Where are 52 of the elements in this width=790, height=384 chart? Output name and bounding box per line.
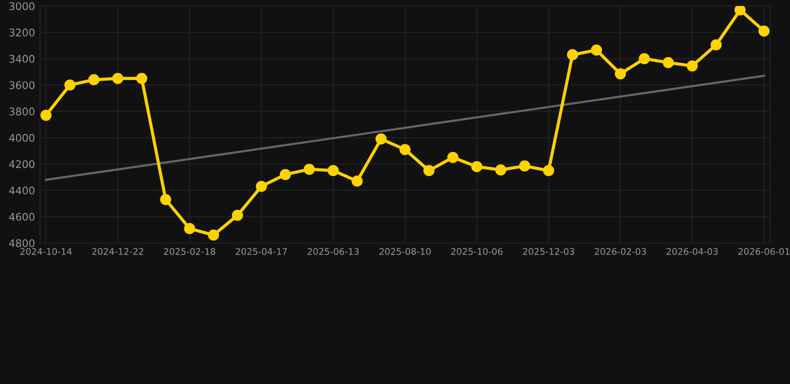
point (710, 39, 722, 50)
y-tick-label: 4400 (9, 186, 34, 194)
y-tick-label: 4200 (9, 160, 34, 168)
y-tick-label: 3600 (9, 81, 34, 90)
y-tick-label: 3200 (9, 28, 34, 36)
point (88, 74, 100, 86)
point (304, 164, 315, 175)
point (64, 79, 76, 91)
point (495, 164, 506, 176)
point (686, 60, 698, 72)
y-tick-label: 3800 (9, 108, 34, 116)
point (734, 6, 746, 16)
point (208, 230, 220, 241)
x-tick-label: 2024-10-14 (20, 248, 72, 255)
point (638, 53, 650, 64)
point (376, 133, 387, 145)
point (40, 110, 52, 121)
x-tick-label: 2025-08-10 (379, 248, 431, 255)
point (160, 194, 172, 206)
x-tick-label: 2026-04-03 (666, 248, 718, 255)
point (280, 168, 291, 180)
x-tick-label: 2025-02-18 (164, 248, 216, 255)
point (662, 57, 674, 68)
point (136, 72, 148, 84)
point (423, 165, 434, 176)
point (112, 72, 124, 84)
x-tick-label: 2026-06-01 (738, 248, 790, 255)
point (471, 161, 482, 172)
point (232, 210, 244, 221)
point (519, 160, 530, 172)
point (328, 165, 339, 176)
y-tick-label: 3400 (9, 54, 34, 63)
y-tick-label: 4000 (9, 134, 34, 142)
point (352, 176, 363, 187)
x-tick-label: 2025-04-17 (236, 248, 287, 255)
point (447, 152, 458, 163)
point (543, 165, 554, 176)
y-tick-label: 4800 (9, 239, 34, 248)
point (566, 49, 578, 60)
point (590, 44, 602, 56)
x-tick-label: 2024-12-22 (92, 248, 144, 255)
x-tick-label: 2025-06-13 (308, 248, 359, 255)
x-tick-label: 2026-02-03 (594, 248, 646, 255)
point (614, 68, 626, 80)
point (256, 180, 267, 192)
x-tick-label: 2025-12-03 (523, 248, 574, 255)
point (758, 25, 770, 37)
x-tick-label: 2025-10-06 (451, 248, 502, 255)
y-tick-label: 3000 (9, 2, 34, 10)
y-tick-label: 4600 (9, 212, 34, 221)
point (184, 222, 196, 234)
point (399, 144, 411, 156)
